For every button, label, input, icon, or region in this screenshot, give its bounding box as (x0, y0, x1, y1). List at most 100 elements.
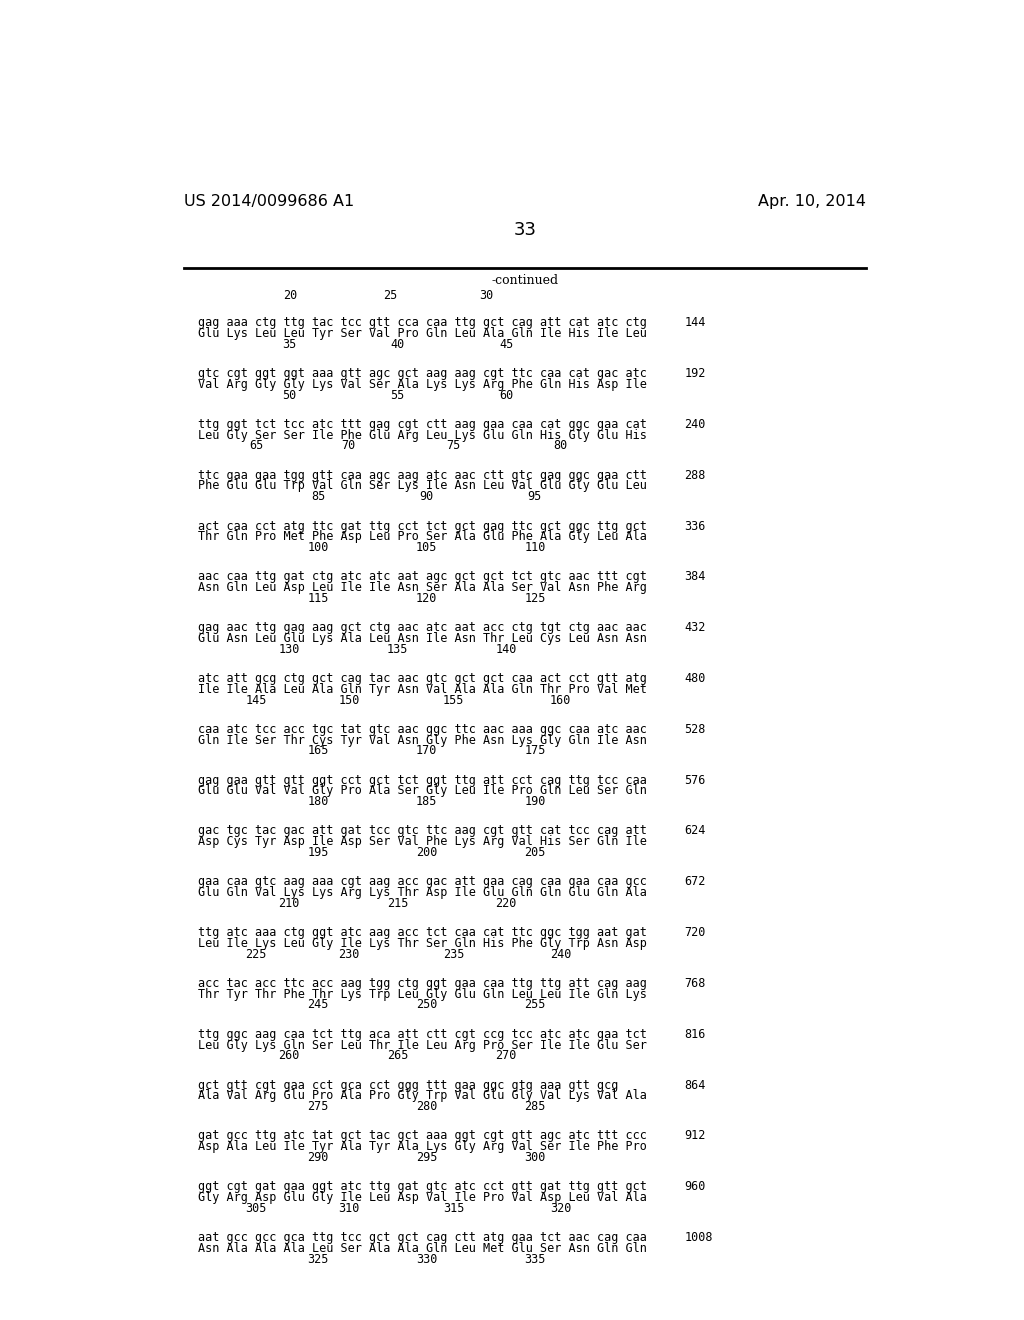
Text: Leu Gly Ser Ser Ile Phe Glu Arg Leu Lys Glu Gln His Gly Glu His: Leu Gly Ser Ser Ile Phe Glu Arg Leu Lys … (198, 429, 646, 442)
Text: 230: 230 (338, 948, 359, 961)
Text: Leu Ile Lys Leu Gly Ile Lys Thr Ser Gln His Phe Gly Trp Asn Asp: Leu Ile Lys Leu Gly Ile Lys Thr Ser Gln … (198, 937, 646, 950)
Text: Asn Ala Ala Ala Leu Ser Ala Ala Gln Leu Met Glu Ser Asn Gln Gln: Asn Ala Ala Ala Leu Ser Ala Ala Gln Leu … (198, 1242, 646, 1255)
Text: gat gcc ttg atc tat gct tac gct aaa ggt cgt gtt agc atc ttt ccc: gat gcc ttg atc tat gct tac gct aaa ggt … (198, 1130, 646, 1142)
Text: 125: 125 (524, 591, 546, 605)
Text: 40: 40 (390, 338, 404, 351)
Text: 235: 235 (442, 948, 464, 961)
Text: 205: 205 (524, 846, 546, 859)
Text: 165: 165 (307, 744, 329, 758)
Text: Leu Gly Lys Gln Ser Leu Thr Ile Leu Arg Pro Ser Ile Ile Glu Ser: Leu Gly Lys Gln Ser Leu Thr Ile Leu Arg … (198, 1039, 646, 1052)
Text: 290: 290 (307, 1151, 329, 1164)
Text: ttc gaa gaa tgg gtt caa agc aag atc aac ctt gtc gag ggc gaa ctt: ttc gaa gaa tgg gtt caa agc aag atc aac … (198, 469, 646, 482)
Text: 20: 20 (284, 289, 298, 302)
Text: Ala Val Arg Glu Pro Ala Pro Gly Trp Val Glu Gly Val Lys Val Ala: Ala Val Arg Glu Pro Ala Pro Gly Trp Val … (198, 1089, 646, 1102)
Text: 1008: 1008 (684, 1232, 713, 1243)
Text: 912: 912 (684, 1130, 706, 1142)
Text: 295: 295 (416, 1151, 437, 1164)
Text: 130: 130 (279, 643, 300, 656)
Text: 528: 528 (684, 723, 706, 735)
Text: 155: 155 (442, 693, 464, 706)
Text: 480: 480 (684, 672, 706, 685)
Text: aac caa ttg gat ctg atc atc aat agc gct gct tct gtc aac ttt cgt: aac caa ttg gat ctg atc atc aat agc gct … (198, 570, 646, 583)
Text: 33: 33 (513, 222, 537, 239)
Text: 768: 768 (684, 977, 706, 990)
Text: 35: 35 (282, 338, 296, 351)
Text: atc att gcg ctg gct cag tac aac gtc gct gct caa act cct gtt atg: atc att gcg ctg gct cag tac aac gtc gct … (198, 672, 646, 685)
Text: 250: 250 (416, 998, 437, 1011)
Text: 190: 190 (524, 795, 546, 808)
Text: 330: 330 (416, 1253, 437, 1266)
Text: 245: 245 (307, 998, 329, 1011)
Text: 115: 115 (307, 591, 329, 605)
Text: 720: 720 (684, 927, 706, 939)
Text: 270: 270 (496, 1049, 517, 1063)
Text: 65: 65 (249, 440, 263, 453)
Text: ggt cgt gat gaa ggt atc ttg gat gtc atc cct gtt gat ttg gtt gct: ggt cgt gat gaa ggt atc ttg gat gtc atc … (198, 1180, 646, 1193)
Text: 672: 672 (684, 875, 706, 888)
Text: Gln Ile Ser Thr Cys Tyr Val Asn Gly Phe Asn Lys Gly Gln Ile Asn: Gln Ile Ser Thr Cys Tyr Val Asn Gly Phe … (198, 734, 646, 747)
Text: Asp Cys Tyr Asp Ile Asp Ser Val Phe Lys Arg Val His Ser Gln Ile: Asp Cys Tyr Asp Ile Asp Ser Val Phe Lys … (198, 836, 646, 849)
Text: 960: 960 (684, 1180, 706, 1193)
Text: acc tac acc ttc acc aag tgg ctg ggt gaa caa ttg ttg att cag aag: acc tac acc ttc acc aag tgg ctg ggt gaa … (198, 977, 646, 990)
Text: Val Arg Gly Gly Lys Val Ser Ala Lys Lys Arg Phe Gln His Asp Ile: Val Arg Gly Gly Lys Val Ser Ala Lys Lys … (198, 378, 646, 391)
Text: 325: 325 (307, 1253, 329, 1266)
Text: 140: 140 (496, 643, 517, 656)
Text: Glu Asn Leu Glu Lys Ala Leu Asn Ile Asn Thr Leu Cys Leu Asn Asn: Glu Asn Leu Glu Lys Ala Leu Asn Ile Asn … (198, 632, 646, 645)
Text: 150: 150 (338, 693, 359, 706)
Text: 70: 70 (342, 440, 356, 453)
Text: 275: 275 (307, 1100, 329, 1113)
Text: 280: 280 (416, 1100, 437, 1113)
Text: 75: 75 (446, 440, 461, 453)
Text: 336: 336 (684, 520, 706, 532)
Text: Ile Ile Ala Leu Ala Gln Tyr Asn Val Ala Ala Gln Thr Pro Val Met: Ile Ile Ala Leu Ala Gln Tyr Asn Val Ala … (198, 682, 646, 696)
Text: 175: 175 (524, 744, 546, 758)
Text: 285: 285 (524, 1100, 546, 1113)
Text: 185: 185 (416, 795, 437, 808)
Text: 170: 170 (416, 744, 437, 758)
Text: 50: 50 (282, 388, 296, 401)
Text: 225: 225 (245, 948, 266, 961)
Text: aat gcc gcc gca ttg tcc gct gct cag ctt atg gaa tct aac cag caa: aat gcc gcc gca ttg tcc gct gct cag ctt … (198, 1232, 646, 1243)
Text: 320: 320 (550, 1201, 571, 1214)
Text: 624: 624 (684, 825, 706, 837)
Text: Glu Glu Val Val Gly Pro Ala Ser Gly Leu Ile Pro Gln Leu Ser Gln: Glu Glu Val Val Gly Pro Ala Ser Gly Leu … (198, 784, 646, 797)
Text: Phe Glu Glu Trp Val Gln Ser Lys Ile Asn Leu Val Glu Gly Glu Leu: Phe Glu Glu Trp Val Gln Ser Lys Ile Asn … (198, 479, 646, 492)
Text: 265: 265 (387, 1049, 409, 1063)
Text: 160: 160 (550, 693, 571, 706)
Text: 25: 25 (383, 289, 397, 302)
Text: 288: 288 (684, 469, 706, 482)
Text: gag aac ttg gag aag gct ctg aac atc aat acc ctg tgt ctg aac aac: gag aac ttg gag aag gct ctg aac atc aat … (198, 622, 646, 634)
Text: 90: 90 (419, 490, 433, 503)
Text: 215: 215 (387, 896, 409, 909)
Text: 180: 180 (307, 795, 329, 808)
Text: 255: 255 (524, 998, 546, 1011)
Text: gag aaa ctg ttg tac tcc gtt cca caa ttg gct cag att cat atc ctg: gag aaa ctg ttg tac tcc gtt cca caa ttg … (198, 317, 646, 329)
Text: Asp Ala Leu Ile Tyr Ala Tyr Ala Lys Gly Arg Val Ser Ile Phe Pro: Asp Ala Leu Ile Tyr Ala Tyr Ala Lys Gly … (198, 1140, 646, 1154)
Text: US 2014/0099686 A1: US 2014/0099686 A1 (183, 194, 354, 209)
Text: 55: 55 (390, 388, 404, 401)
Text: 864: 864 (684, 1078, 706, 1092)
Text: 432: 432 (684, 622, 706, 634)
Text: 300: 300 (524, 1151, 546, 1164)
Text: 200: 200 (416, 846, 437, 859)
Text: gaa caa gtc aag aaa cgt aag acc gac att gaa cag caa gaa caa gcc: gaa caa gtc aag aaa cgt aag acc gac att … (198, 875, 646, 888)
Text: 105: 105 (416, 541, 437, 554)
Text: 192: 192 (684, 367, 706, 380)
Text: 120: 120 (416, 591, 437, 605)
Text: 220: 220 (496, 896, 517, 909)
Text: 195: 195 (307, 846, 329, 859)
Text: Gly Arg Asp Glu Gly Ile Leu Asp Val Ile Pro Val Asp Leu Val Ala: Gly Arg Asp Glu Gly Ile Leu Asp Val Ile … (198, 1191, 646, 1204)
Text: 95: 95 (527, 490, 542, 503)
Text: gtc cgt ggt ggt aaa gtt agc gct aag aag cgt ttc caa cat gac atc: gtc cgt ggt ggt aaa gtt agc gct aag aag … (198, 367, 646, 380)
Text: 135: 135 (387, 643, 409, 656)
Text: Glu Gln Val Lys Lys Arg Lys Thr Asp Ile Glu Gln Gln Glu Gln Ala: Glu Gln Val Lys Lys Arg Lys Thr Asp Ile … (198, 886, 646, 899)
Text: 144: 144 (684, 317, 706, 329)
Text: gac tgc tac gac att gat tcc gtc ttc aag cgt gtt cat tcc cag att: gac tgc tac gac att gat tcc gtc ttc aag … (198, 825, 646, 837)
Text: caa atc tcc acc tgc tat gtc aac ggc ttc aac aaa ggc caa atc aac: caa atc tcc acc tgc tat gtc aac ggc ttc … (198, 723, 646, 735)
Text: 210: 210 (279, 896, 300, 909)
Text: 110: 110 (524, 541, 546, 554)
Text: ttg ggc aag caa tct ttg aca att ctt cgt ccg tcc atc atc gaa tct: ttg ggc aag caa tct ttg aca att ctt cgt … (198, 1028, 646, 1040)
Text: Asn Gln Leu Asp Leu Ile Ile Asn Ser Ala Ala Ser Val Asn Phe Arg: Asn Gln Leu Asp Leu Ile Ile Asn Ser Ala … (198, 581, 646, 594)
Text: 384: 384 (684, 570, 706, 583)
Text: ttg atc aaa ctg ggt atc aag acc tct caa cat ttc ggc tgg aat gat: ttg atc aaa ctg ggt atc aag acc tct caa … (198, 927, 646, 939)
